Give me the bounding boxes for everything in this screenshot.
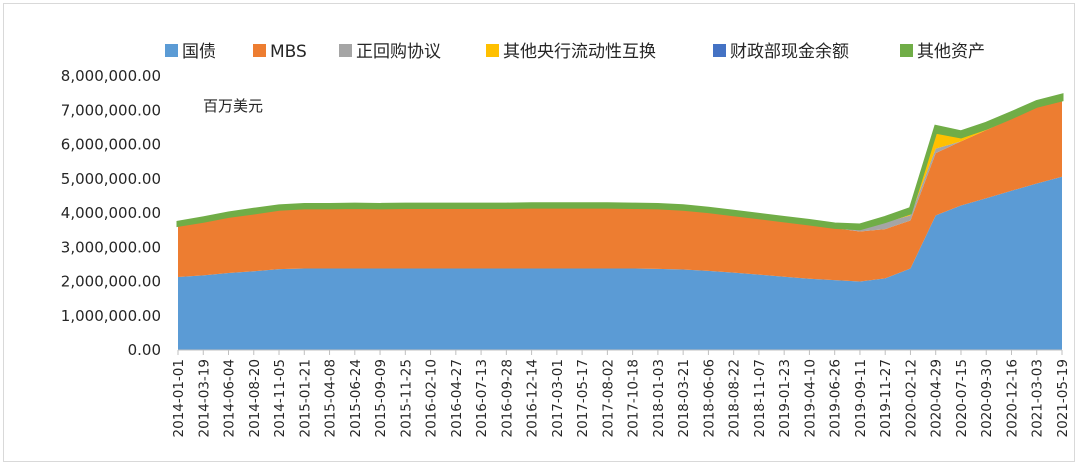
x-tick-label: 2018-06-06 <box>701 359 717 437</box>
legend-label-2: 正回购协议 <box>356 42 441 62</box>
x-tick-label: 2019-01-23 <box>777 359 793 437</box>
legend-swatch-0 <box>165 44 178 57</box>
x-tick-label: 2014-08-20 <box>247 359 263 437</box>
x-tick-label: 2015-04-08 <box>323 359 339 437</box>
y-tick-label: 8,000,000.00 <box>61 67 161 85</box>
x-tick-label: 2020-02-12 <box>903 359 919 437</box>
x-tick-label: 2020-07-15 <box>954 359 970 437</box>
legend-swatch-2 <box>339 44 352 57</box>
x-tick-label: 2016-09-28 <box>499 359 515 437</box>
x-tick-label: 2017-03-01 <box>550 359 566 437</box>
y-tick-label: 1,000,000.00 <box>61 307 161 325</box>
x-tick-label: 2018-11-07 <box>752 359 768 437</box>
x-tick-label: 2019-09-11 <box>853 359 869 437</box>
legend-label-5: 其他资产 <box>917 42 985 62</box>
unit-label: 百万美元 <box>203 97 263 115</box>
area-series-5 <box>176 93 1064 231</box>
x-tick-label: 2020-04-29 <box>929 359 945 437</box>
legend-swatch-4 <box>713 44 726 57</box>
x-tick-label: 2016-02-10 <box>424 359 440 437</box>
x-axis: 2014-01-01 2014-03-19 2014-06-04 2014-08-20… <box>171 349 1071 437</box>
x-tick-label: 2021-03-03 <box>1030 359 1046 437</box>
x-tick-label: 2020-12-16 <box>1004 359 1020 437</box>
x-tick-label: 2014-03-19 <box>196 359 212 437</box>
y-tick-label: 6,000,000.00 <box>61 136 161 154</box>
y-tick-label: 5,000,000.00 <box>61 170 161 188</box>
x-tick-label: 2018-08-22 <box>727 359 743 437</box>
x-tick-label: 2014-11-05 <box>272 359 288 437</box>
legend-label-3: 其他央行流动性互换 <box>503 42 656 62</box>
legend-swatch-1 <box>253 44 266 57</box>
area-series-0 <box>178 176 1062 350</box>
x-tick-label: 2018-03-21 <box>676 359 692 437</box>
x-tick-label: 2015-11-25 <box>398 359 414 437</box>
y-tick-label: 3,000,000.00 <box>61 238 161 256</box>
x-tick-label: 2015-09-09 <box>373 359 389 437</box>
x-tick-label: 2015-01-21 <box>297 359 313 437</box>
x-tick-label: 2019-06-26 <box>828 359 844 437</box>
y-tick-label: 4,000,000.00 <box>61 204 161 222</box>
x-tick-label: 2017-08-02 <box>600 359 616 437</box>
series-areas <box>176 93 1064 350</box>
x-tick-label: 2021-05-19 <box>1055 359 1071 437</box>
legend-swatch-3 <box>486 44 499 57</box>
x-tick-label: 2017-05-17 <box>575 359 591 437</box>
area-series-1 <box>178 100 1062 282</box>
x-tick-label: 2014-01-01 <box>171 359 187 437</box>
legend: 国债 MBS 正回购协议 其他央行流动性互换 财政部现金余额 其他资产 <box>165 42 985 62</box>
legend-label-4: 财政部现金余额 <box>730 42 849 62</box>
x-tick-label: 2016-04-27 <box>449 359 465 437</box>
x-tick-label: 2019-04-10 <box>802 359 818 437</box>
x-tick-label: 2019-11-27 <box>878 359 894 437</box>
y-tick-label: 7,000,000.00 <box>61 101 161 119</box>
x-tick-label: 2016-07-13 <box>474 359 490 437</box>
x-tick-label: 2018-01-03 <box>651 359 667 437</box>
x-tick-label: 2020-09-30 <box>979 359 995 437</box>
x-tick-label: 2017-10-18 <box>626 359 642 437</box>
legend-label-1: MBS <box>270 42 307 62</box>
y-axis: 0.00 1,000,000.00 2,000,000.00 3,000,000.00… <box>61 67 161 359</box>
y-tick-label: 0.00 <box>128 341 161 359</box>
x-tick-label: 2016-12-14 <box>525 359 541 437</box>
x-tick-label: 2014-06-04 <box>222 359 238 437</box>
x-tick-label: 2015-06-24 <box>348 359 364 437</box>
legend-label-0: 国债 <box>182 42 216 62</box>
y-tick-label: 2,000,000.00 <box>61 273 161 291</box>
legend-swatch-5 <box>900 44 913 57</box>
